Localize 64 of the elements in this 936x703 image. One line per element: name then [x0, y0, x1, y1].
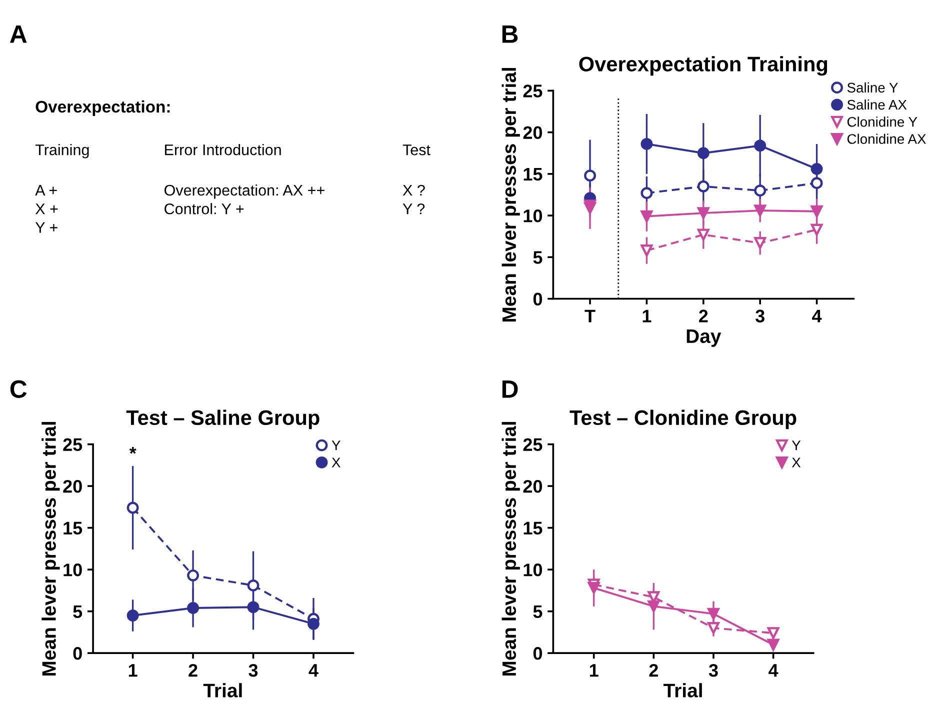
text: X ? — [402, 184, 425, 196]
legend-label: Y — [792, 440, 801, 450]
y-tick-label: 15 — [524, 168, 542, 181]
y-tick-label: 5 — [533, 251, 542, 264]
text: Error Introduction — [165, 144, 281, 156]
legend-label: X — [332, 458, 340, 468]
chart-title: Test – Clonidine Group — [570, 410, 796, 430]
y-tick-label: 20 — [63, 480, 82, 493]
text: Overexpectation: — [36, 100, 170, 116]
x-tick-label: 2 — [188, 664, 198, 677]
x-tick-label: 1 — [590, 664, 598, 677]
x-axis-title: Trial — [664, 683, 702, 698]
x-tick-label: 3 — [708, 664, 718, 677]
text: B — [502, 26, 518, 43]
chart-title: Test – Saline Group — [126, 410, 320, 430]
y-tick-label: 0 — [533, 292, 542, 306]
text: Y ? — [402, 203, 425, 214]
y-tick-label: 10 — [524, 564, 542, 576]
legend-label: Saline Y — [847, 82, 898, 93]
legend-label: Clonidine AX — [847, 134, 926, 144]
y-tick-label: 15 — [524, 522, 542, 535]
chart-title: Overexpectation Training — [579, 56, 828, 76]
legend-label: Saline AX — [847, 99, 907, 110]
y-tick-label: 10 — [64, 564, 82, 576]
y-tick-label: 5 — [73, 605, 82, 618]
y-tick-label: 0 — [73, 647, 82, 660]
annotation: * — [129, 446, 136, 454]
y-tick-label: 25 — [523, 84, 542, 98]
text: D — [502, 380, 518, 398]
x-tick-label: 3 — [755, 310, 764, 322]
y-tick-label: 10 — [524, 209, 542, 222]
text: Test — [402, 144, 430, 156]
text: A — [10, 26, 27, 43]
x-axis-title: Day — [686, 330, 722, 347]
y-tick-label: 15 — [64, 522, 82, 535]
text: X + — [35, 204, 58, 214]
text: Overexpectation: AX ++ — [164, 184, 324, 199]
y-axis-title: Mean lever presses per trial — [502, 422, 520, 676]
legend-label: Clonidine Y — [847, 116, 918, 127]
legend-label: Y — [332, 440, 340, 450]
x-tick-label: 1 — [642, 310, 652, 322]
x-tick-label: 4 — [308, 664, 318, 677]
x-tick-label: 1 — [128, 664, 138, 677]
x-tick-label: 2 — [699, 310, 708, 322]
x-tick-label: 4 — [812, 310, 822, 322]
y-tick-label: 25 — [523, 438, 542, 452]
text: Y + — [35, 222, 58, 233]
y-tick-label: 20 — [523, 126, 542, 140]
text: A + — [35, 185, 57, 196]
legend-label: X — [792, 458, 801, 468]
x-tick-label: T — [584, 310, 596, 322]
y-tick-label: 25 — [63, 438, 82, 452]
x-tick-label: 3 — [248, 664, 258, 677]
text: Control: Y + — [164, 203, 244, 214]
y-axis-title: Mean lever presses per trial — [42, 422, 60, 676]
x-tick-label: 4 — [768, 664, 778, 677]
text: Training — [35, 144, 89, 158]
x-axis-title: Trial — [203, 683, 242, 698]
y-tick-label: 20 — [523, 480, 542, 493]
y-tick-label: 0 — [533, 647, 542, 660]
y-tick-label: 5 — [533, 605, 542, 618]
text: C — [10, 380, 27, 398]
y-axis-title: Mean lever presses per trial — [502, 68, 520, 322]
x-tick-label: 2 — [649, 664, 658, 677]
